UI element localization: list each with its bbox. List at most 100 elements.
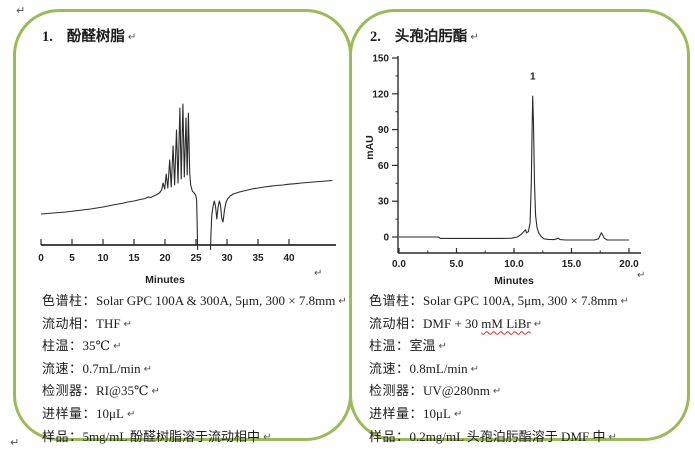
param-value: THF: [96, 315, 121, 331]
x-tick-label: 10: [97, 253, 109, 264]
param-value: RI@35℃: [96, 383, 149, 399]
param-label: 进样量：: [42, 405, 97, 421]
param-value: 0.2mg/mL 头孢泊肟酯溶于 DMF 中: [409, 428, 606, 444]
pilcrow-mark: ↵: [470, 32, 479, 43]
signal-curve: [40, 103, 333, 250]
param-label: 色谱柱：: [369, 293, 424, 308]
param-row: 样品：0.2mg/mL 头孢泊肟酯溶于 DMF 中 ↵: [369, 426, 629, 449]
param-value: 10μL: [423, 405, 451, 421]
x-tick-label: 20: [159, 253, 171, 264]
param-row: 流动相：DMF + 30 mM LiBr ↵: [369, 313, 629, 336]
param-label: 检测器：: [369, 383, 424, 399]
param-label: 流动相：: [369, 315, 424, 331]
param-value: Solar GPC 100A, 5μm, 300 × 7.8mm: [423, 293, 618, 308]
panel-title-text: 酚醛树脂: [66, 29, 125, 45]
y-axis-title: mAU: [364, 135, 376, 160]
pilcrow-mark: ↵: [492, 386, 502, 398]
y-tick-label: 120: [372, 89, 389, 100]
pilcrow-mark: ↵: [533, 318, 543, 330]
param-row: 检测器：RI@35℃ ↵: [42, 380, 347, 403]
pilcrow-mark: ↵: [263, 431, 272, 443]
x-tick-label: 30: [221, 253, 233, 264]
x-axis-title: Minutes: [494, 275, 534, 287]
pilcrow-mark: ↵: [620, 296, 629, 307]
param-label: 柱温：: [369, 338, 410, 354]
x-tick-label: 0: [38, 253, 44, 264]
x-tick-label: 5: [69, 253, 75, 264]
x-tick-label: 40: [283, 253, 295, 264]
param-row: 柱温：35℃ ↵: [42, 335, 347, 358]
peak-label: 1: [530, 71, 536, 82]
panel-title: 1. 酚醛树脂 ↵: [42, 25, 136, 46]
pilcrow-mark: ↵: [338, 296, 347, 307]
param-label: 样品：: [369, 428, 410, 444]
param-label: 样品：: [42, 428, 83, 444]
param-value: 0.7mL/min: [82, 360, 141, 376]
x-tick-label: 35: [252, 253, 264, 264]
param-row: 色谱柱：Solar GPC 100A, 5μm, 300 × 7.8mm ↵: [369, 290, 629, 313]
param-value: 35℃: [82, 338, 111, 354]
param-label: 流速：: [42, 360, 83, 376]
pilcrow-mark: ↵: [453, 408, 463, 420]
y-tick-label: 0: [383, 233, 389, 244]
x-tick-label: 20.0: [619, 259, 639, 270]
param-label: 检测器：: [42, 383, 97, 399]
y-tick-label: 30: [378, 197, 390, 208]
x-tick-label: 10.0: [504, 259, 524, 270]
panel-title: 2. 头孢泊肟酯 ↵: [370, 25, 479, 46]
pilcrow-mark: ↵: [314, 268, 323, 279]
parameter-list: 色谱柱：Solar GPC 100A, 5μm, 300 × 7.8mm ↵ 流动相…: [369, 290, 629, 448]
signal-curve: [399, 95, 629, 241]
chromatogram-phenolic-resin: 0 5 10 15 20 25 30 35 40 Minutes: [28, 52, 358, 302]
param-row: 流动相：THF ↵: [42, 313, 347, 336]
param-row: 柱温：室温 ↵: [369, 335, 629, 358]
param-value: Solar GPC 100A & 300A, 5μm, 300 × 7.8mm: [96, 293, 336, 308]
chromatogram-cefpodoxime: 0.0 5.0 10.0 15.0 20.0 0 30 60 90 120 150 mAU Minute…: [360, 54, 680, 299]
pilcrow-mark: ↵: [113, 341, 122, 353]
panel-number: 1.: [42, 29, 53, 45]
panel-phenolic-resin: 1. 酚醛树脂 ↵ 0 5 10 15 20 25 30 35 40 Minutes ↵ 色谱柱：So…: [13, 9, 352, 444]
param-label: 色谱柱：: [42, 293, 97, 308]
param-label: 柱温：: [42, 338, 83, 354]
pilcrow-mark: ↵: [16, 4, 26, 17]
misspelled-text: mM LiBr: [481, 315, 531, 331]
y-tick-label: 150: [372, 54, 389, 65]
param-value: 5mg/mL 酚醛树脂溶于流动相中: [82, 428, 261, 444]
pilcrow-mark: ↵: [438, 341, 447, 353]
phenolic-resin-gpc-svg: 0 5 10 15 20 25 30 35 40 Minutes: [38, 103, 336, 286]
param-value: 室温: [409, 338, 436, 354]
parameter-list: 色谱柱：Solar GPC 100A & 300A, 5μm, 300 × 7.…: [42, 290, 347, 448]
param-label: 流动相：: [42, 315, 97, 331]
cefpodoxime-proxetil-uv-svg: 0.0 5.0 10.0 15.0 20.0 0 30 60 90 120 150 mAU Minute…: [364, 54, 641, 287]
panel-number: 2.: [370, 29, 381, 45]
pilcrow-mark: ↵: [127, 32, 137, 43]
param-row: 进样量：10μL ↵: [42, 403, 347, 426]
param-row: 流速：0.8mL/min ↵: [369, 358, 629, 381]
param-row: 流速：0.7mL/min ↵: [42, 358, 347, 381]
x-tick-label: 15: [128, 253, 140, 264]
param-row: 色谱柱：Solar GPC 100A & 300A, 5μm, 300 × 7.…: [42, 290, 347, 313]
pilcrow-mark: ↵: [126, 408, 136, 420]
param-row: 进样量：10μL ↵: [369, 403, 629, 426]
panel-title-text: 头孢泊肟酯: [394, 29, 468, 45]
param-row: 检测器：UV@280nm ↵: [369, 380, 629, 403]
x-tick-label: 5.0: [450, 259, 464, 270]
param-value: UV@280nm: [423, 383, 490, 399]
param-value: 10μL: [96, 405, 124, 421]
pilcrow-mark: ↵: [151, 386, 160, 398]
x-tick-label: 15.0: [562, 259, 582, 270]
pilcrow-mark: ↵: [608, 431, 617, 443]
param-label: 进样量：: [369, 405, 424, 421]
x-tick-label: 25: [190, 253, 202, 264]
x-tick-label: 0.0: [392, 259, 406, 270]
pilcrow-mark: ↵: [10, 436, 20, 449]
pilcrow-mark: ↵: [637, 270, 646, 281]
y-tick-label: 90: [378, 125, 390, 136]
x-axis-title: Minutes: [145, 274, 185, 286]
param-value: 0.8mL/min: [409, 360, 468, 376]
param-label: 流速：: [369, 360, 410, 376]
pilcrow-mark: ↵: [143, 363, 153, 375]
pilcrow-mark: ↵: [123, 318, 132, 330]
panel-cefpodoxime-proxetil: 2. 头孢泊肟酯 ↵ 0.0 5.0 10.0 15.0 20.0 0 30 60 90 120 150…: [349, 9, 690, 444]
